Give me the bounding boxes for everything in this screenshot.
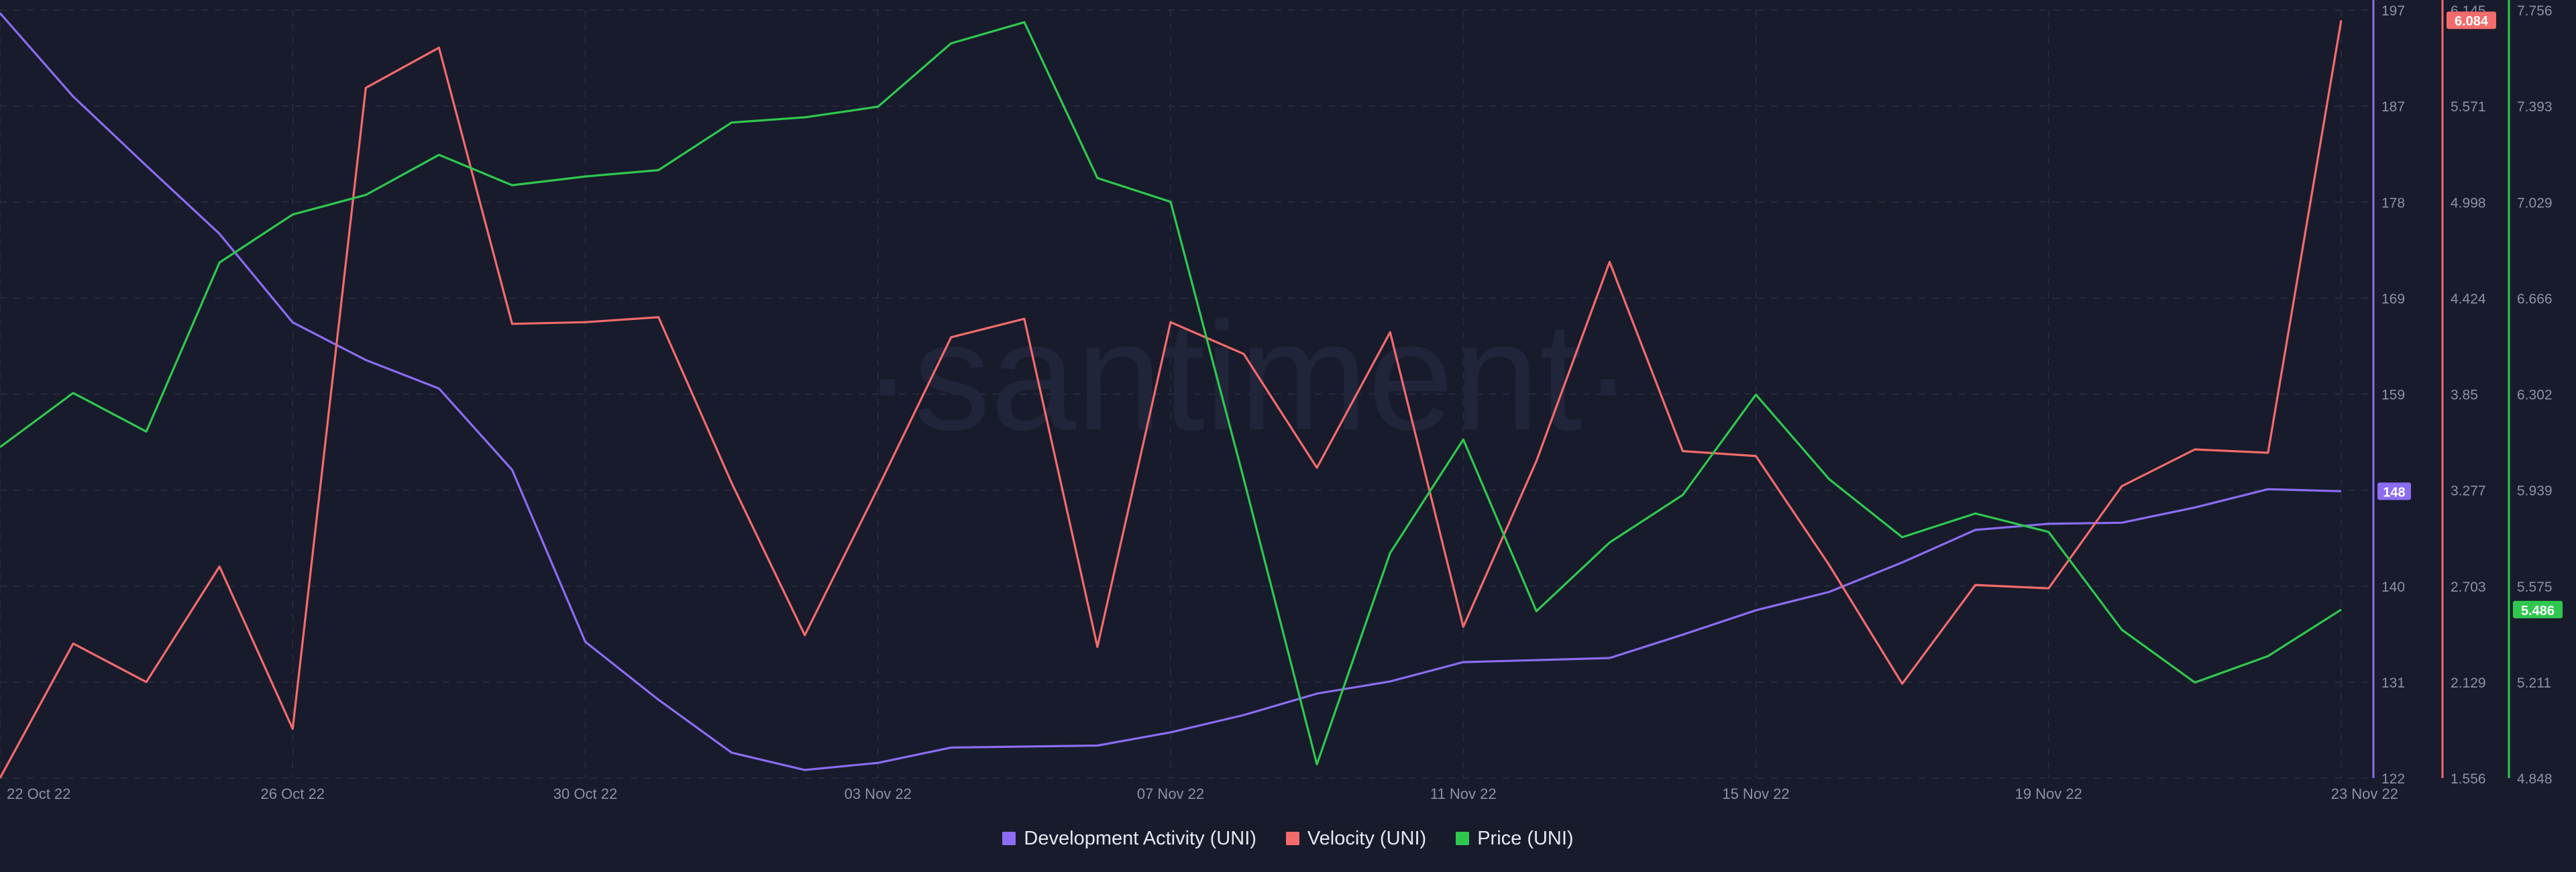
grid-lines bbox=[0, 9, 2373, 779]
x-tick-label: 15 Nov 22 bbox=[1722, 785, 1789, 802]
x-tick-label: 03 Nov 22 bbox=[845, 785, 912, 802]
y-tick-label-velocity: 3.277 bbox=[2451, 484, 2486, 499]
y-tick-label-velocity: 4.998 bbox=[2451, 195, 2486, 211]
legend-swatch-velocity bbox=[1285, 832, 1299, 845]
legend-item-price[interactable]: Price (UNI) bbox=[1456, 827, 1574, 850]
x-tick-label: 26 Oct 22 bbox=[261, 785, 325, 802]
x-tick-label: 22 Oct 22 bbox=[7, 785, 70, 802]
last-value-badge-text-price: 5.486 bbox=[2521, 604, 2555, 618]
legend-label-price: Price (UNI) bbox=[1477, 827, 1574, 849]
chart-legend: Development Activity (UNI) Velocity (UNI… bbox=[0, 824, 2576, 853]
santiment-watermark: ·santiment· bbox=[862, 290, 1633, 462]
y-tick-label-price: 4.848 bbox=[2517, 771, 2553, 787]
y-tick-label-dev: 122 bbox=[2381, 771, 2405, 787]
y-tick-label-price: 5.939 bbox=[2517, 484, 2553, 499]
y-tick-label-price: 6.302 bbox=[2517, 388, 2553, 403]
x-tick-label: 11 Nov 22 bbox=[1430, 785, 1497, 802]
x-tick-label: 19 Nov 22 bbox=[2015, 785, 2082, 802]
legend-item-dev[interactable]: Development Activity (UNI) bbox=[1002, 828, 1256, 850]
y-tick-label-velocity: 3.85 bbox=[2451, 388, 2478, 403]
series-lines bbox=[0, 12, 2343, 779]
y-axes: 1971871781691591501401311221486.1455.571… bbox=[2372, 0, 2563, 787]
x-tick-label: 07 Nov 22 bbox=[1137, 785, 1204, 802]
y-tick-label-dev: 131 bbox=[2381, 675, 2405, 691]
y-tick-label-dev: 178 bbox=[2381, 195, 2405, 211]
y-tick-label-dev: 159 bbox=[2381, 388, 2405, 403]
y-tick-label-velocity: 5.571 bbox=[2451, 99, 2486, 115]
y-tick-label-velocity: 1.556 bbox=[2451, 771, 2486, 787]
series-line-dev bbox=[0, 12, 2342, 771]
series-line-price bbox=[0, 21, 2342, 766]
y-tick-label-velocity: 2.129 bbox=[2451, 675, 2486, 691]
x-axis: 22 Oct 22 26 Oct 22 30 Oct 22 03 Nov 22 07 N… bbox=[7, 785, 2398, 802]
y-tick-label-dev: 140 bbox=[2381, 580, 2405, 595]
last-value-badge-velocity bbox=[2447, 11, 2496, 30]
series-line-velocity bbox=[0, 19, 2343, 779]
y-tick-label-dev: 187 bbox=[2381, 99, 2405, 115]
last-value-badge-price bbox=[2513, 600, 2563, 618]
y-tick-label-price: 7.029 bbox=[2517, 195, 2553, 211]
x-tick-label: 23 Nov 22 bbox=[2331, 785, 2398, 802]
y-tick-label-price: 7.756 bbox=[2517, 3, 2553, 19]
x-tick-label: 30 Oct 22 bbox=[553, 785, 617, 802]
y-tick-label-price: 5.211 bbox=[2517, 675, 2551, 691]
legend-label-dev: Development Activity (UNI) bbox=[1024, 827, 1256, 849]
last-value-badge-text-dev: 148 bbox=[2383, 485, 2405, 500]
y-tick-label-price: 7.393 bbox=[2517, 99, 2553, 115]
last-value-badge-text-velocity: 6.084 bbox=[2455, 14, 2489, 29]
y-tick-label-velocity: 4.424 bbox=[2451, 291, 2486, 307]
y-tick-label-velocity: 2.703 bbox=[2451, 580, 2486, 595]
last-value-badge-dev bbox=[2377, 482, 2411, 500]
legend-item-velocity[interactable]: Velocity (UNI) bbox=[1285, 827, 1427, 850]
y-tick-label-price: 5.575 bbox=[2517, 580, 2553, 595]
y-tick-label-price: 6.666 bbox=[2517, 291, 2553, 307]
y-tick-label-dev: 169 bbox=[2381, 291, 2405, 307]
legend-swatch-price bbox=[1456, 832, 1470, 845]
y-tick-label-dev: 197 bbox=[2381, 3, 2405, 19]
legend-swatch-dev bbox=[1002, 832, 1016, 845]
legend-label-velocity: Velocity (UNI) bbox=[1307, 827, 1427, 849]
